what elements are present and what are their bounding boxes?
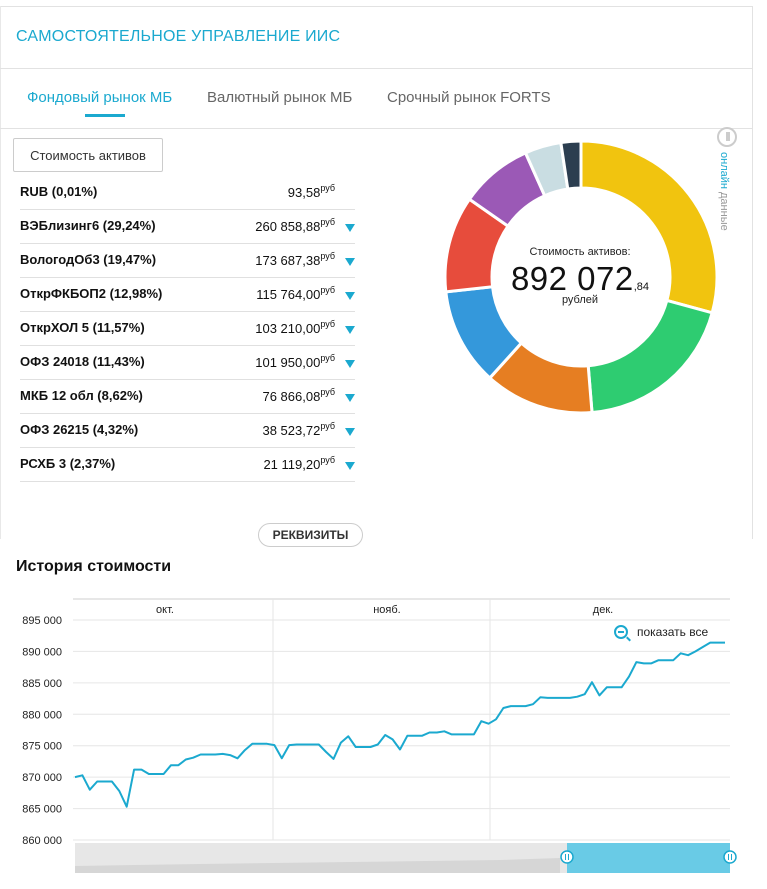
asset-name: ОткрХОЛ 5 (11,57%) bbox=[20, 320, 145, 335]
tab-stock-market[interactable]: Фондовый рынок МБ bbox=[27, 89, 173, 106]
show-all-label: показать все bbox=[637, 625, 709, 639]
y-tick-label: 870 000 bbox=[22, 772, 62, 784]
currency-label: руб bbox=[320, 251, 335, 261]
portfolio-donut-chart bbox=[443, 139, 719, 415]
history-line-chart: 895 000 890 000 885 000 880 000 875 000 870 0… bbox=[22, 598, 737, 873]
assets-value-button[interactable]: Стоимость активов bbox=[13, 138, 163, 172]
currency-label: руб bbox=[320, 319, 335, 329]
history-title: История стоимости bbox=[16, 558, 172, 575]
donut-slice[interactable] bbox=[586, 298, 715, 415]
month-label: нояб. bbox=[373, 604, 401, 616]
y-tick-label: 885 000 bbox=[22, 678, 62, 690]
asset-name: МКБ 12 обл (8,62%) bbox=[20, 388, 143, 403]
page-title: САМОСТОЯТЕЛЬНОЕ УПРАВЛЕНИЕ ИИС bbox=[16, 28, 341, 45]
asset-name: ОткрФКБОП2 (12,98%) bbox=[20, 286, 163, 301]
requisites-button[interactable]: РЕКВИЗИТЫ bbox=[258, 523, 363, 547]
y-tick-label: 865 000 bbox=[22, 804, 62, 816]
series-line bbox=[74, 641, 725, 808]
asset-name: ОФЗ 24018 (11,43%) bbox=[20, 354, 145, 369]
expand-arrow-icon[interactable] bbox=[345, 462, 355, 470]
y-tick-label: 875 000 bbox=[22, 741, 62, 753]
asset-value: 173 687,38руб bbox=[255, 251, 335, 268]
asset-value: 103 210,00руб bbox=[255, 319, 335, 336]
asset-name: ВологодОб3 (19,47%) bbox=[20, 252, 157, 267]
frame-border-left bbox=[0, 6, 1, 539]
expand-arrow-icon[interactable] bbox=[345, 326, 355, 334]
asset-row: ВологодОб3 (19,47%) 173 687,38руб bbox=[20, 244, 355, 278]
asset-value: 101 950,00руб bbox=[255, 353, 335, 370]
y-tick-label: 895 000 bbox=[22, 615, 62, 627]
zoom-out-icon bbox=[614, 625, 628, 639]
asset-value: 115 764,00руб bbox=[256, 285, 335, 302]
asset-row: ОткрХОЛ 5 (11,57%) 103 210,00руб bbox=[20, 312, 355, 346]
assets-list: RUB (0,01%) 93,58руб ВЭБлизинг6 (29,24%)… bbox=[20, 176, 355, 482]
total-value: 892 072,84 bbox=[510, 260, 650, 297]
currency-label: руб bbox=[320, 183, 335, 193]
month-label: дек. bbox=[593, 604, 613, 616]
active-tab-indicator bbox=[85, 114, 125, 117]
navigator-selection[interactable] bbox=[567, 843, 730, 873]
donut-slice[interactable] bbox=[579, 139, 719, 315]
navigator-handle-left[interactable] bbox=[560, 850, 574, 864]
asset-name: ОФЗ 26215 (4,32%) bbox=[20, 422, 139, 437]
asset-value: 93,58руб bbox=[287, 183, 335, 200]
donut-slice[interactable] bbox=[559, 139, 583, 191]
expand-arrow-icon[interactable] bbox=[345, 258, 355, 266]
month-label: окт. bbox=[156, 604, 174, 616]
navigator-handle-right[interactable] bbox=[723, 850, 737, 864]
divider bbox=[0, 68, 753, 69]
currency-label: руб bbox=[320, 455, 335, 465]
y-tick-label: 890 000 bbox=[22, 646, 62, 658]
donut-label: Стоимость активов: bbox=[529, 246, 631, 258]
currency-label: руб bbox=[320, 353, 335, 363]
expand-arrow-icon[interactable] bbox=[345, 224, 355, 232]
currency-label: руб bbox=[320, 421, 335, 431]
expand-arrow-icon[interactable] bbox=[345, 360, 355, 368]
online-data-toggle[interactable]: онлайн данные bbox=[718, 152, 730, 231]
tab-forts-market[interactable]: Срочный рынок FORTS bbox=[387, 89, 551, 106]
pause-icon[interactable] bbox=[717, 127, 737, 147]
asset-name: RUB (0,01%) bbox=[20, 184, 98, 199]
asset-row: МКБ 12 обл (8,62%) 76 866,08руб bbox=[20, 380, 355, 414]
expand-arrow-icon[interactable] bbox=[345, 428, 355, 436]
asset-value: 76 866,08руб bbox=[262, 387, 335, 404]
frame-border-top bbox=[0, 6, 753, 7]
asset-name: ВЭБлизинг6 (29,24%) bbox=[20, 218, 156, 233]
y-tick-label: 860 000 bbox=[22, 835, 62, 847]
expand-arrow-icon[interactable] bbox=[345, 394, 355, 402]
tab-currency-market[interactable]: Валютный рынок МБ bbox=[207, 89, 353, 106]
asset-value: 38 523,72руб bbox=[262, 421, 335, 438]
currency-label: руб bbox=[320, 217, 335, 227]
currency-label: руб bbox=[320, 285, 335, 295]
currency-label: руб bbox=[320, 387, 335, 397]
divider bbox=[0, 128, 753, 129]
asset-value: 21 119,20руб bbox=[263, 455, 335, 472]
asset-name: РСХБ 3 (2,37%) bbox=[20, 456, 116, 471]
y-tick-label: 880 000 bbox=[22, 709, 62, 721]
navigator-series bbox=[75, 858, 560, 873]
asset-row: ОткрФКБОП2 (12,98%) 115 764,00руб bbox=[20, 278, 355, 312]
donut-center: Стоимость активов: 892 072,84 рублей bbox=[490, 246, 670, 306]
frame-border-right bbox=[752, 6, 753, 539]
asset-row: РСХБ 3 (2,37%) 21 119,20руб bbox=[20, 448, 355, 482]
asset-row: ОФЗ 26215 (4,32%) 38 523,72руб bbox=[20, 414, 355, 448]
expand-arrow-icon[interactable] bbox=[345, 292, 355, 300]
total-unit: рублей bbox=[561, 294, 599, 306]
show-all-button[interactable]: показать все bbox=[614, 625, 708, 639]
asset-value: 260 858,88руб bbox=[255, 217, 335, 234]
asset-row: ВЭБлизинг6 (29,24%) 260 858,88руб bbox=[20, 210, 355, 244]
total-cents: ,84 bbox=[633, 281, 650, 293]
asset-row: ОФЗ 24018 (11,43%) 101 950,00руб bbox=[20, 346, 355, 380]
asset-row: RUB (0,01%) 93,58руб bbox=[20, 176, 355, 210]
